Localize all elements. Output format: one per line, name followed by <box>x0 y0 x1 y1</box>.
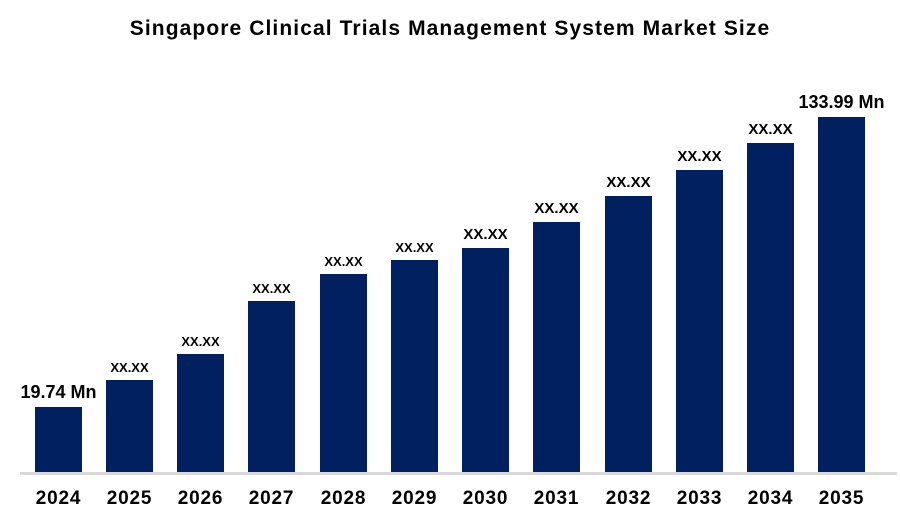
x-axis-tick-label-2026: 2026 <box>177 488 224 509</box>
bar-2034 <box>747 143 794 472</box>
bar-value-label-2028: XX.XX <box>324 254 363 269</box>
x-axis-tick-label-2032: 2032 <box>605 488 652 509</box>
bar-2031 <box>533 222 580 472</box>
bar-2035 <box>818 117 865 472</box>
x-axis-tick-label-2028: 2028 <box>320 488 367 509</box>
bar-value-label-2030: XX.XX <box>463 226 508 243</box>
x-axis-tick-label-2035: 2035 <box>818 488 865 509</box>
x-axis-tick-label-2025: 2025 <box>106 488 153 509</box>
x-axis-line <box>20 472 897 475</box>
bar-2029 <box>391 260 438 472</box>
x-axis-tick-label-2029: 2029 <box>391 488 438 509</box>
x-axis-tick-label-2024: 2024 <box>35 488 82 509</box>
bar-value-label-2033: XX.XX <box>677 148 722 165</box>
bar-2028 <box>320 274 367 472</box>
bar-2024 <box>35 407 82 472</box>
bar-value-label-2034: XX.XX <box>748 121 793 138</box>
bar-2032 <box>605 196 652 472</box>
bar-2026 <box>177 354 224 472</box>
bar-value-label-2029: XX.XX <box>395 240 434 255</box>
x-axis-tick-label-2034: 2034 <box>747 488 794 509</box>
bar-2030 <box>462 248 509 472</box>
bar-value-label-2025: XX.XX <box>110 360 149 375</box>
x-axis-tick-label-2031: 2031 <box>533 488 580 509</box>
x-axis-tick-label-2033: 2033 <box>676 488 723 509</box>
bar-value-label-2027: XX.XX <box>252 281 291 296</box>
bar-value-label-2035: 133.99 Mn <box>798 92 885 112</box>
bar-2025 <box>106 380 153 472</box>
bar-value-label-2032: XX.XX <box>606 174 651 191</box>
bar-2033 <box>676 170 723 472</box>
bar-value-label-2026: XX.XX <box>181 334 220 349</box>
x-axis-tick-label-2030: 2030 <box>462 488 509 509</box>
bar-value-label-2031: XX.XX <box>534 200 579 217</box>
bar-value-label-2024: 19.74 Mn <box>20 382 97 402</box>
bar-2027 <box>248 301 295 472</box>
chart-title: Singapore Clinical Trials Management Sys… <box>129 17 771 40</box>
x-axis-tick-label-2027: 2027 <box>248 488 295 509</box>
